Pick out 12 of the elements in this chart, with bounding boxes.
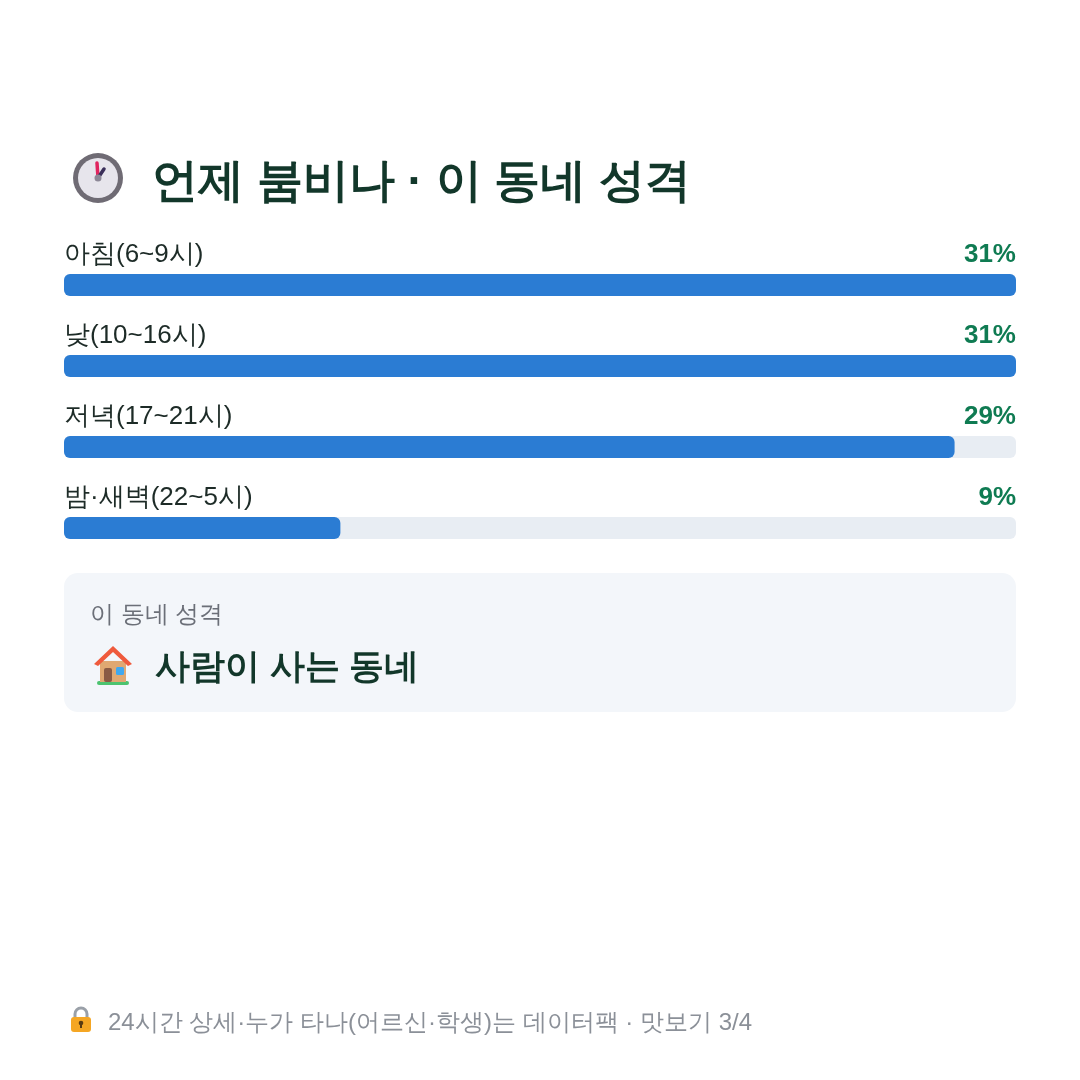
text: 사람이 사는 동네 bbox=[155, 646, 420, 685]
text: 24시간 상세·누가 타나(어르신·학생)는 데이터팩 · 맛보기 3/4 bbox=[108, 1008, 753, 1035]
y-tick-label: 아침(6~9시) bbox=[64, 238, 204, 268]
y-tick-label: 밤·새벽(22~5시) bbox=[64, 481, 253, 511]
text: 이 동네 성격 bbox=[90, 600, 224, 627]
data-label: 31% bbox=[963, 319, 1016, 349]
data-label: 9% bbox=[978, 481, 1016, 511]
data-label: 29% bbox=[963, 400, 1016, 430]
chart-title: 언제 붐비나 · 이 동네 성격 bbox=[152, 154, 692, 206]
data-label: 31% bbox=[963, 238, 1016, 268]
y-tick-label: 저녁(17~21시) bbox=[64, 400, 233, 430]
y-tick-label: 낮(10~16시) bbox=[64, 319, 207, 349]
